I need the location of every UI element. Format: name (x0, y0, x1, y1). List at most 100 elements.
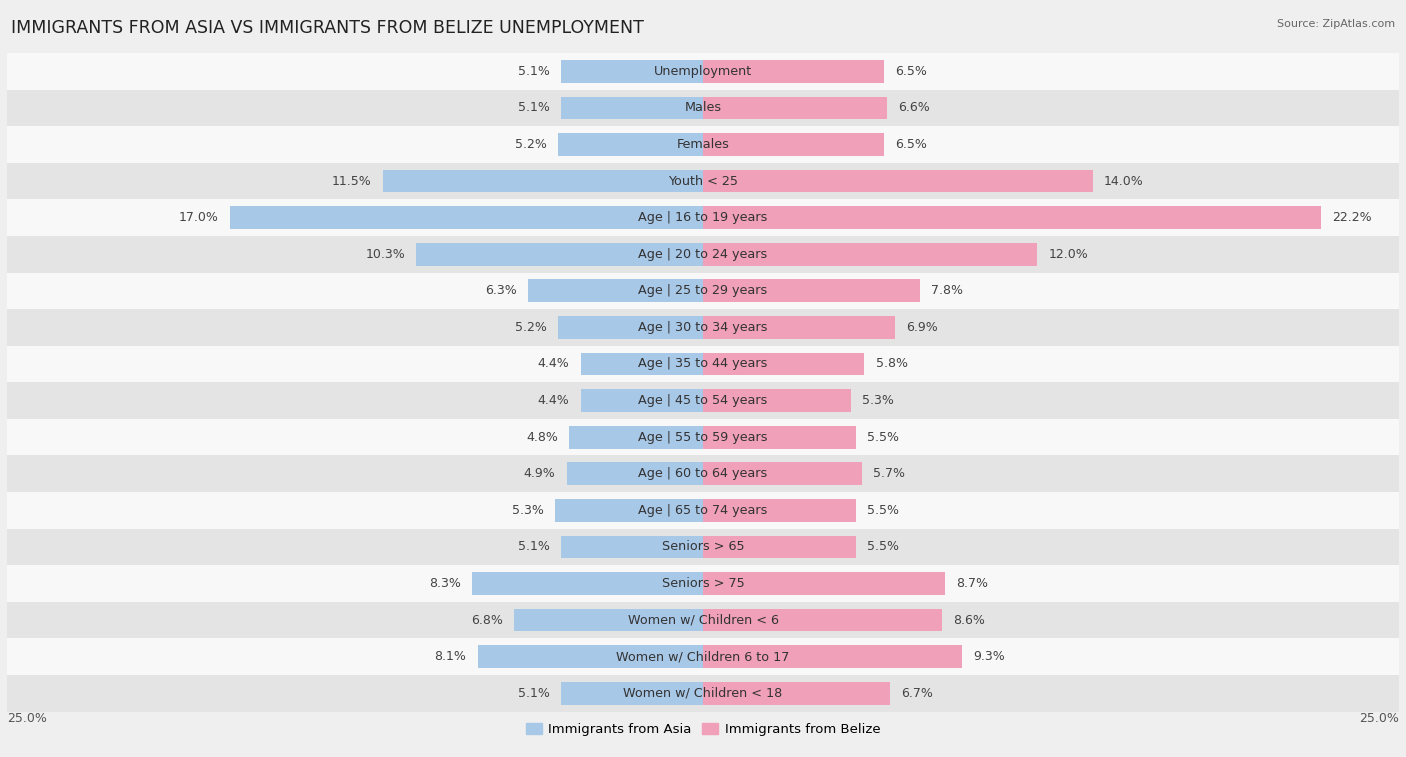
Bar (527, 279, 703, 302)
Bar (703, 572, 945, 595)
Bar (7, 419, 1399, 456)
Text: 25.0%: 25.0% (1360, 712, 1399, 725)
Bar (7, 675, 1399, 712)
Bar (581, 389, 703, 412)
Text: 6.5%: 6.5% (896, 65, 927, 78)
Text: 11.5%: 11.5% (332, 175, 371, 188)
Bar (703, 463, 862, 485)
Text: 5.2%: 5.2% (515, 321, 547, 334)
Bar (513, 609, 703, 631)
Text: 5.5%: 5.5% (868, 504, 900, 517)
Text: Age | 55 to 59 years: Age | 55 to 59 years (638, 431, 768, 444)
Bar (703, 536, 856, 558)
Text: 5.1%: 5.1% (517, 687, 550, 699)
Text: 5.5%: 5.5% (868, 540, 900, 553)
Bar (703, 97, 887, 119)
Bar (7, 638, 1399, 675)
Bar (581, 353, 703, 375)
Text: 14.0%: 14.0% (1104, 175, 1143, 188)
Text: Age | 65 to 74 years: Age | 65 to 74 years (638, 504, 768, 517)
Text: 5.3%: 5.3% (512, 504, 544, 517)
Bar (561, 97, 703, 119)
Bar (703, 133, 884, 156)
Bar (703, 279, 920, 302)
Bar (7, 492, 1399, 528)
Text: 6.3%: 6.3% (485, 285, 516, 298)
Bar (7, 528, 1399, 565)
Text: Youth < 25: Youth < 25 (668, 175, 738, 188)
Text: 4.8%: 4.8% (526, 431, 558, 444)
Bar (561, 682, 703, 705)
Bar (703, 682, 890, 705)
Text: 8.3%: 8.3% (429, 577, 461, 590)
Bar (703, 60, 884, 83)
Bar (229, 207, 703, 229)
Text: 17.0%: 17.0% (179, 211, 218, 224)
Bar (7, 163, 1399, 199)
Bar (478, 646, 703, 668)
Bar (555, 499, 703, 522)
Bar (703, 207, 1322, 229)
Bar (7, 53, 1399, 89)
Bar (7, 126, 1399, 163)
Bar (7, 309, 1399, 346)
Text: Age | 60 to 64 years: Age | 60 to 64 years (638, 467, 768, 480)
Bar (703, 170, 1092, 192)
Bar (703, 499, 856, 522)
Text: Age | 30 to 34 years: Age | 30 to 34 years (638, 321, 768, 334)
Bar (7, 565, 1399, 602)
Text: 6.8%: 6.8% (471, 614, 502, 627)
Bar (382, 170, 703, 192)
Text: Source: ZipAtlas.com: Source: ZipAtlas.com (1277, 19, 1395, 29)
Text: 4.4%: 4.4% (537, 394, 569, 407)
Text: Age | 25 to 29 years: Age | 25 to 29 years (638, 285, 768, 298)
Bar (703, 243, 1038, 266)
Bar (561, 60, 703, 83)
Text: 9.3%: 9.3% (973, 650, 1005, 663)
Text: 5.1%: 5.1% (517, 101, 550, 114)
Bar (703, 646, 962, 668)
Text: 5.1%: 5.1% (517, 540, 550, 553)
Bar (7, 456, 1399, 492)
Text: Seniors > 75: Seniors > 75 (662, 577, 744, 590)
Text: Males: Males (685, 101, 721, 114)
Bar (7, 602, 1399, 638)
Bar (7, 89, 1399, 126)
Text: Age | 45 to 54 years: Age | 45 to 54 years (638, 394, 768, 407)
Bar (569, 426, 703, 448)
Bar (7, 273, 1399, 309)
Bar (703, 353, 865, 375)
Bar (703, 316, 896, 338)
Bar (7, 236, 1399, 273)
Text: Females: Females (676, 138, 730, 151)
Legend: Immigrants from Asia, Immigrants from Belize: Immigrants from Asia, Immigrants from Be… (520, 718, 886, 741)
Bar (561, 536, 703, 558)
Text: 12.0%: 12.0% (1049, 248, 1088, 260)
Text: 5.5%: 5.5% (868, 431, 900, 444)
Text: 25.0%: 25.0% (7, 712, 46, 725)
Text: 10.3%: 10.3% (366, 248, 405, 260)
Text: 8.6%: 8.6% (953, 614, 986, 627)
Text: Age | 16 to 19 years: Age | 16 to 19 years (638, 211, 768, 224)
Text: 5.8%: 5.8% (876, 357, 908, 370)
Text: 4.9%: 4.9% (523, 467, 555, 480)
Text: 6.5%: 6.5% (896, 138, 927, 151)
Text: Women w/ Children < 18: Women w/ Children < 18 (623, 687, 783, 699)
Text: 6.9%: 6.9% (907, 321, 938, 334)
Text: Unemployment: Unemployment (654, 65, 752, 78)
Text: Age | 20 to 24 years: Age | 20 to 24 years (638, 248, 768, 260)
Bar (472, 572, 703, 595)
Text: 8.1%: 8.1% (434, 650, 467, 663)
Bar (7, 382, 1399, 419)
Text: Women w/ Children < 6: Women w/ Children < 6 (627, 614, 779, 627)
Bar (703, 426, 856, 448)
Text: 5.7%: 5.7% (873, 467, 905, 480)
Bar (558, 133, 703, 156)
Text: 5.2%: 5.2% (515, 138, 547, 151)
Bar (416, 243, 703, 266)
Bar (703, 389, 851, 412)
Text: Age | 35 to 44 years: Age | 35 to 44 years (638, 357, 768, 370)
Bar (558, 316, 703, 338)
Text: 6.6%: 6.6% (898, 101, 929, 114)
Text: Seniors > 65: Seniors > 65 (662, 540, 744, 553)
